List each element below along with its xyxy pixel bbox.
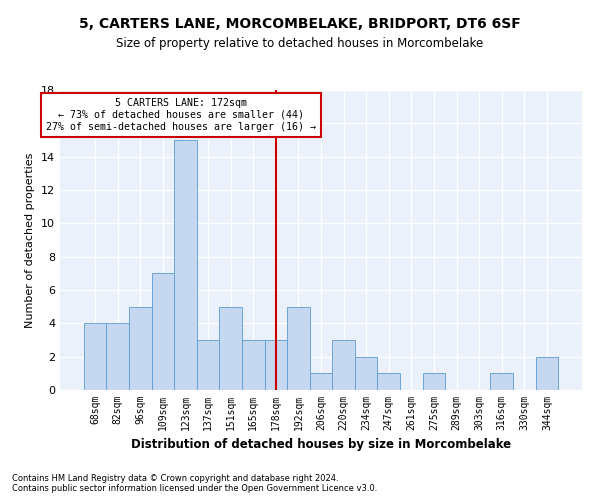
Bar [310,374,332,390]
Bar [490,374,513,390]
Text: 5 CARTERS LANE: 172sqm
← 73% of detached houses are smaller (44)
27% of semi-det: 5 CARTERS LANE: 172sqm ← 73% of detached… [46,98,316,132]
Bar [265,340,287,390]
Y-axis label: Number of detached properties: Number of detached properties [25,152,35,328]
Bar [129,306,152,390]
Bar [242,340,265,390]
Text: 5, CARTERS LANE, MORCOMBELAKE, BRIDPORT, DT6 6SF: 5, CARTERS LANE, MORCOMBELAKE, BRIDPORT,… [79,18,521,32]
Bar [174,140,197,390]
X-axis label: Distribution of detached houses by size in Morcombelake: Distribution of detached houses by size … [131,438,511,452]
Bar [377,374,400,390]
Bar [220,306,242,390]
Text: Size of property relative to detached houses in Morcombelake: Size of property relative to detached ho… [116,38,484,51]
Bar [355,356,377,390]
Bar [106,324,129,390]
Bar [287,306,310,390]
Text: Contains public sector information licensed under the Open Government Licence v3: Contains public sector information licen… [12,484,377,493]
Bar [152,274,174,390]
Bar [422,374,445,390]
Text: Contains HM Land Registry data © Crown copyright and database right 2024.: Contains HM Land Registry data © Crown c… [12,474,338,483]
Bar [197,340,220,390]
Bar [536,356,558,390]
Bar [332,340,355,390]
Bar [84,324,106,390]
